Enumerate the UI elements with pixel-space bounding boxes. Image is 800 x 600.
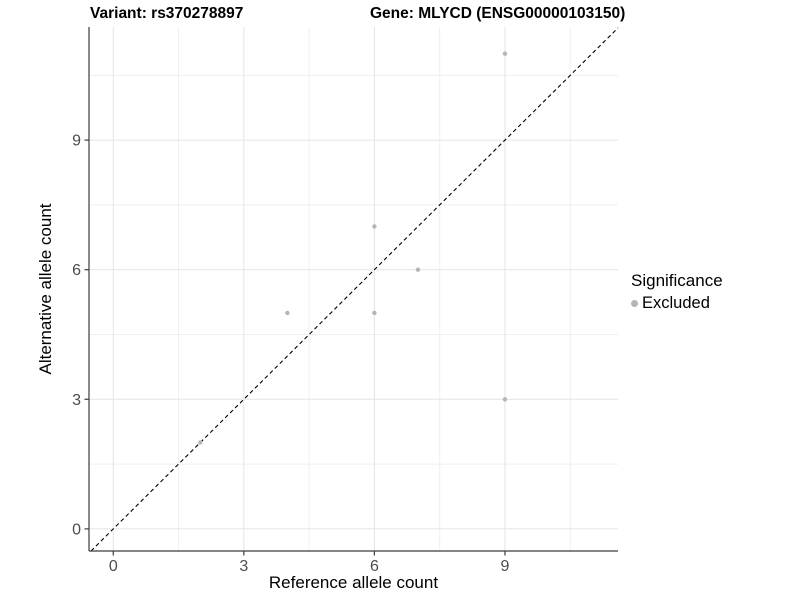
data-points	[198, 51, 508, 445]
legend-point-icon	[631, 300, 638, 307]
y-tick-label: 0	[72, 521, 81, 538]
data-point	[502, 397, 508, 402]
data-point	[372, 310, 377, 316]
gridlines-minor	[89, 27, 618, 551]
x-tick-label: 9	[501, 558, 510, 575]
data-point	[372, 224, 377, 229]
y-tick-label: 6	[72, 262, 81, 279]
legend-entry-excluded: Excluded	[631, 294, 723, 313]
x-tick-label: 0	[109, 558, 118, 575]
variant-title: Variant: rs370278897	[90, 5, 244, 22]
x-tick-labels: 0 3 6 9	[109, 558, 510, 575]
x-tick-label: 3	[239, 558, 248, 575]
y-tick-label: 3	[72, 392, 81, 409]
y-tick-labels: 0 3 6 9	[72, 133, 81, 539]
y-tick-label: 9	[72, 133, 81, 150]
gene-title: Gene: MLYCD (ENSG00000103150)	[370, 5, 626, 22]
legend: Significance Excluded	[631, 271, 723, 313]
identity-dashed-line	[90, 27, 619, 552]
x-axis-title: Reference allele count	[268, 573, 439, 592]
data-point	[198, 440, 203, 445]
data-point	[285, 310, 290, 316]
axis-lines	[88, 27, 618, 552]
data-point	[415, 267, 421, 272]
legend-entry-label: Excluded	[642, 294, 710, 312]
data-point	[502, 51, 508, 56]
legend-title: Significance	[631, 271, 723, 290]
tick-marks	[84, 139, 506, 556]
gridlines-major	[89, 27, 618, 551]
y-axis-title: Alternative allele count	[36, 203, 55, 375]
x-tick-label: 6	[370, 558, 379, 575]
